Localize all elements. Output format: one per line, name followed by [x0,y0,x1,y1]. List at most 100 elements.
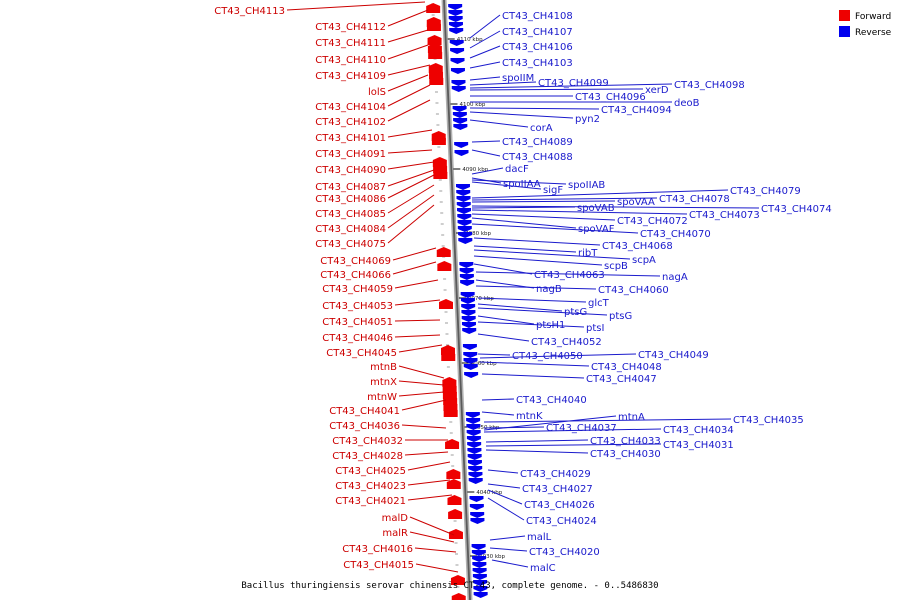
forward-gene-label[interactable]: CT43_CH4046 [322,333,393,344]
reverse-gene-label[interactable]: CT43_CH4063 [534,270,605,281]
forward-gene-label[interactable]: CT43_CH4036 [329,421,400,432]
reverse-gene-label[interactable]: CT43_CH4072 [617,216,688,227]
forward-gene-label[interactable]: mtnB [370,362,397,373]
reverse-gene-label[interactable]: spoIIM [502,73,534,84]
forward-gene-label[interactable]: CT43_CH4075 [315,239,386,250]
reverse-gene-label[interactable]: CT43_CH4033 [590,436,661,447]
reverse-gene-label[interactable]: spoVAF [578,224,615,235]
reverse-gene-label[interactable]: ptsG [609,311,632,322]
reverse-gene-label[interactable]: spoIIAA [503,179,541,190]
reverse-gene-label[interactable]: deoB [674,98,700,109]
reverse-gene-label[interactable]: CT43_CH4099 [538,78,609,89]
forward-gene-label[interactable]: CT43_CH4091 [315,149,386,160]
reverse-gene-label[interactable]: CT43_CH4068 [602,241,673,252]
forward-gene-label[interactable]: mtnX [370,377,397,388]
reverse-gene-label[interactable]: dacF [505,164,529,175]
reverse-gene-label[interactable]: CT43_CH4048 [591,362,662,373]
reverse-gene-label[interactable]: malL [527,532,552,543]
reverse-gene-label[interactable]: ptsI [586,323,604,334]
forward-leader-line [387,149,433,154]
reverse-gene-label[interactable]: CT43_CH4096 [575,92,646,103]
reverse-gene-label[interactable]: pyn2 [575,114,600,125]
forward-gene-label[interactable]: CT43_CH4059 [322,284,393,295]
forward-gene-label[interactable]: CT43_CH4109 [315,71,386,82]
reverse-gene-label[interactable]: ptsH1 [536,320,565,331]
reverse-gene-label[interactable]: CT43_CH4029 [520,469,591,480]
forward-gene-label[interactable]: CT43_CH4051 [322,317,393,328]
reverse-gene-label[interactable]: CT43_CH4026 [524,500,595,511]
reverse-gene-label[interactable]: corA [530,123,553,134]
reverse-gene-label[interactable]: CT43_CH4050 [512,351,583,362]
reverse-gene-label[interactable]: CT43_CH4034 [663,425,734,436]
reverse-gene-label[interactable]: sigF [543,185,563,196]
reverse-gene-label[interactable]: CT43_CH4094 [601,105,672,116]
reverse-gene-label[interactable]: CT43_CH4103 [502,58,573,69]
forward-gene-label[interactable]: CT43_CH4025 [335,466,406,477]
forward-gene-label[interactable]: CT43_CH4053 [322,301,393,312]
reverse-gene-label[interactable]: scpA [632,255,656,266]
reverse-gene-label[interactable]: CT43_CH4108 [502,11,573,22]
reverse-gene-label[interactable]: spoVAA [617,197,655,208]
reverse-gene-label[interactable]: CT43_CH4079 [730,186,801,197]
reverse-gene-label[interactable]: CT43_CH4020 [529,547,600,558]
forward-gene-label[interactable]: CT43_CH4102 [315,117,386,128]
reverse-gene-label[interactable]: glcT [588,298,610,309]
reverse-gene-label[interactable]: CT43_CH4027 [522,484,593,495]
reverse-gene-label[interactable]: nagA [662,272,688,283]
forward-gene-label[interactable]: CT43_CH4087 [315,182,386,193]
forward-gene-label[interactable]: CT43_CH4085 [315,209,386,220]
forward-gene-label[interactable]: CT43_CH4110 [315,55,386,66]
forward-gene-label[interactable]: CT43_CH4041 [329,406,400,417]
forward-gene-label[interactable]: CT43_CH4086 [315,194,386,205]
forward-gene-label[interactable]: CT43_CH4015 [343,560,414,571]
reverse-gene-label[interactable]: CT43_CH4107 [502,27,573,38]
reverse-gene-label[interactable]: CT43_CH4040 [516,395,587,406]
reverse-gene-label[interactable]: CT43_CH4089 [502,137,573,148]
reverse-gene-label[interactable]: ptsG [564,307,587,318]
forward-gene-label[interactable]: CT43_CH4066 [320,270,391,281]
reverse-gene-label[interactable]: CT43_CH4106 [502,42,573,53]
forward-gene-label[interactable]: CT43_CH4112 [315,22,386,33]
reverse-gene-label[interactable]: CT43_CH4073 [689,210,760,221]
forward-gene-label[interactable]: CT43_CH4104 [315,102,386,113]
forward-gene-label[interactable]: CT43_CH4090 [315,165,386,176]
forward-gene-label[interactable]: CT43_CH4045 [326,348,397,359]
forward-gene-label[interactable]: CT43_CH4069 [320,256,391,267]
reverse-gene-label[interactable]: mtnA [618,412,645,423]
reverse-gene-label[interactable]: CT43_CH4024 [526,516,597,527]
reverse-gene-label[interactable]: CT43_CH4047 [586,374,657,385]
forward-gene-label[interactable]: CT43_CH4032 [332,436,403,447]
reverse-gene-label[interactable]: CT43_CH4098 [674,80,745,91]
reverse-gene-label[interactable]: CT43_CH4031 [663,440,734,451]
reverse-gene-label[interactable]: CT43_CH4078 [659,194,730,205]
reverse-gene-label[interactable]: malC [530,563,556,574]
forward-gene-label[interactable]: CT43_CH4023 [335,481,406,492]
reverse-gene-label[interactable]: CT43_CH4070 [640,229,711,240]
reverse-gene-label[interactable]: scpB [604,261,628,272]
reverse-gene-label[interactable]: ribT [578,248,598,259]
forward-gene-label[interactable]: malR [382,528,408,539]
forward-gene-label[interactable]: CT43_CH4021 [335,496,406,507]
forward-gene-label[interactable]: CT43_CH4113 [214,6,285,17]
reverse-gene-label[interactable]: CT43_CH4049 [638,350,709,361]
reverse-gene-label[interactable]: CT43_CH4030 [590,449,661,460]
reverse-gene-label[interactable]: CT43_CH4037 [546,423,617,434]
reverse-gene-label[interactable]: mtnK [516,411,543,422]
reverse-gene-label[interactable]: spoVAB [577,203,615,214]
reverse-gene-label[interactable]: xerD [645,85,669,96]
reverse-gene-label[interactable]: spoIIAB [568,180,605,191]
forward-gene-label[interactable]: CT43_CH4028 [332,451,403,462]
forward-gene-label[interactable]: malD [382,513,409,524]
reverse-gene-label[interactable]: CT43_CH4052 [531,337,602,348]
reverse-gene-label[interactable]: CT43_CH4060 [598,285,669,296]
forward-gene-label[interactable]: CT43_CH4084 [315,224,386,235]
forward-gene-label[interactable]: CT43_CH4016 [342,544,413,555]
reverse-gene-label[interactable]: CT43_CH4035 [733,415,804,426]
reverse-gene-label[interactable]: CT43_CH4088 [502,152,573,163]
forward-gene-label[interactable]: lolS [368,87,386,98]
forward-gene-label[interactable]: CT43_CH4101 [315,133,386,144]
forward-gene-label[interactable]: CT43_CH4111 [315,38,386,49]
reverse-gene-label[interactable]: CT43_CH4074 [761,204,832,215]
reverse-gene-label[interactable]: nagB [536,284,562,295]
forward-gene-label[interactable]: mtnW [367,392,397,403]
